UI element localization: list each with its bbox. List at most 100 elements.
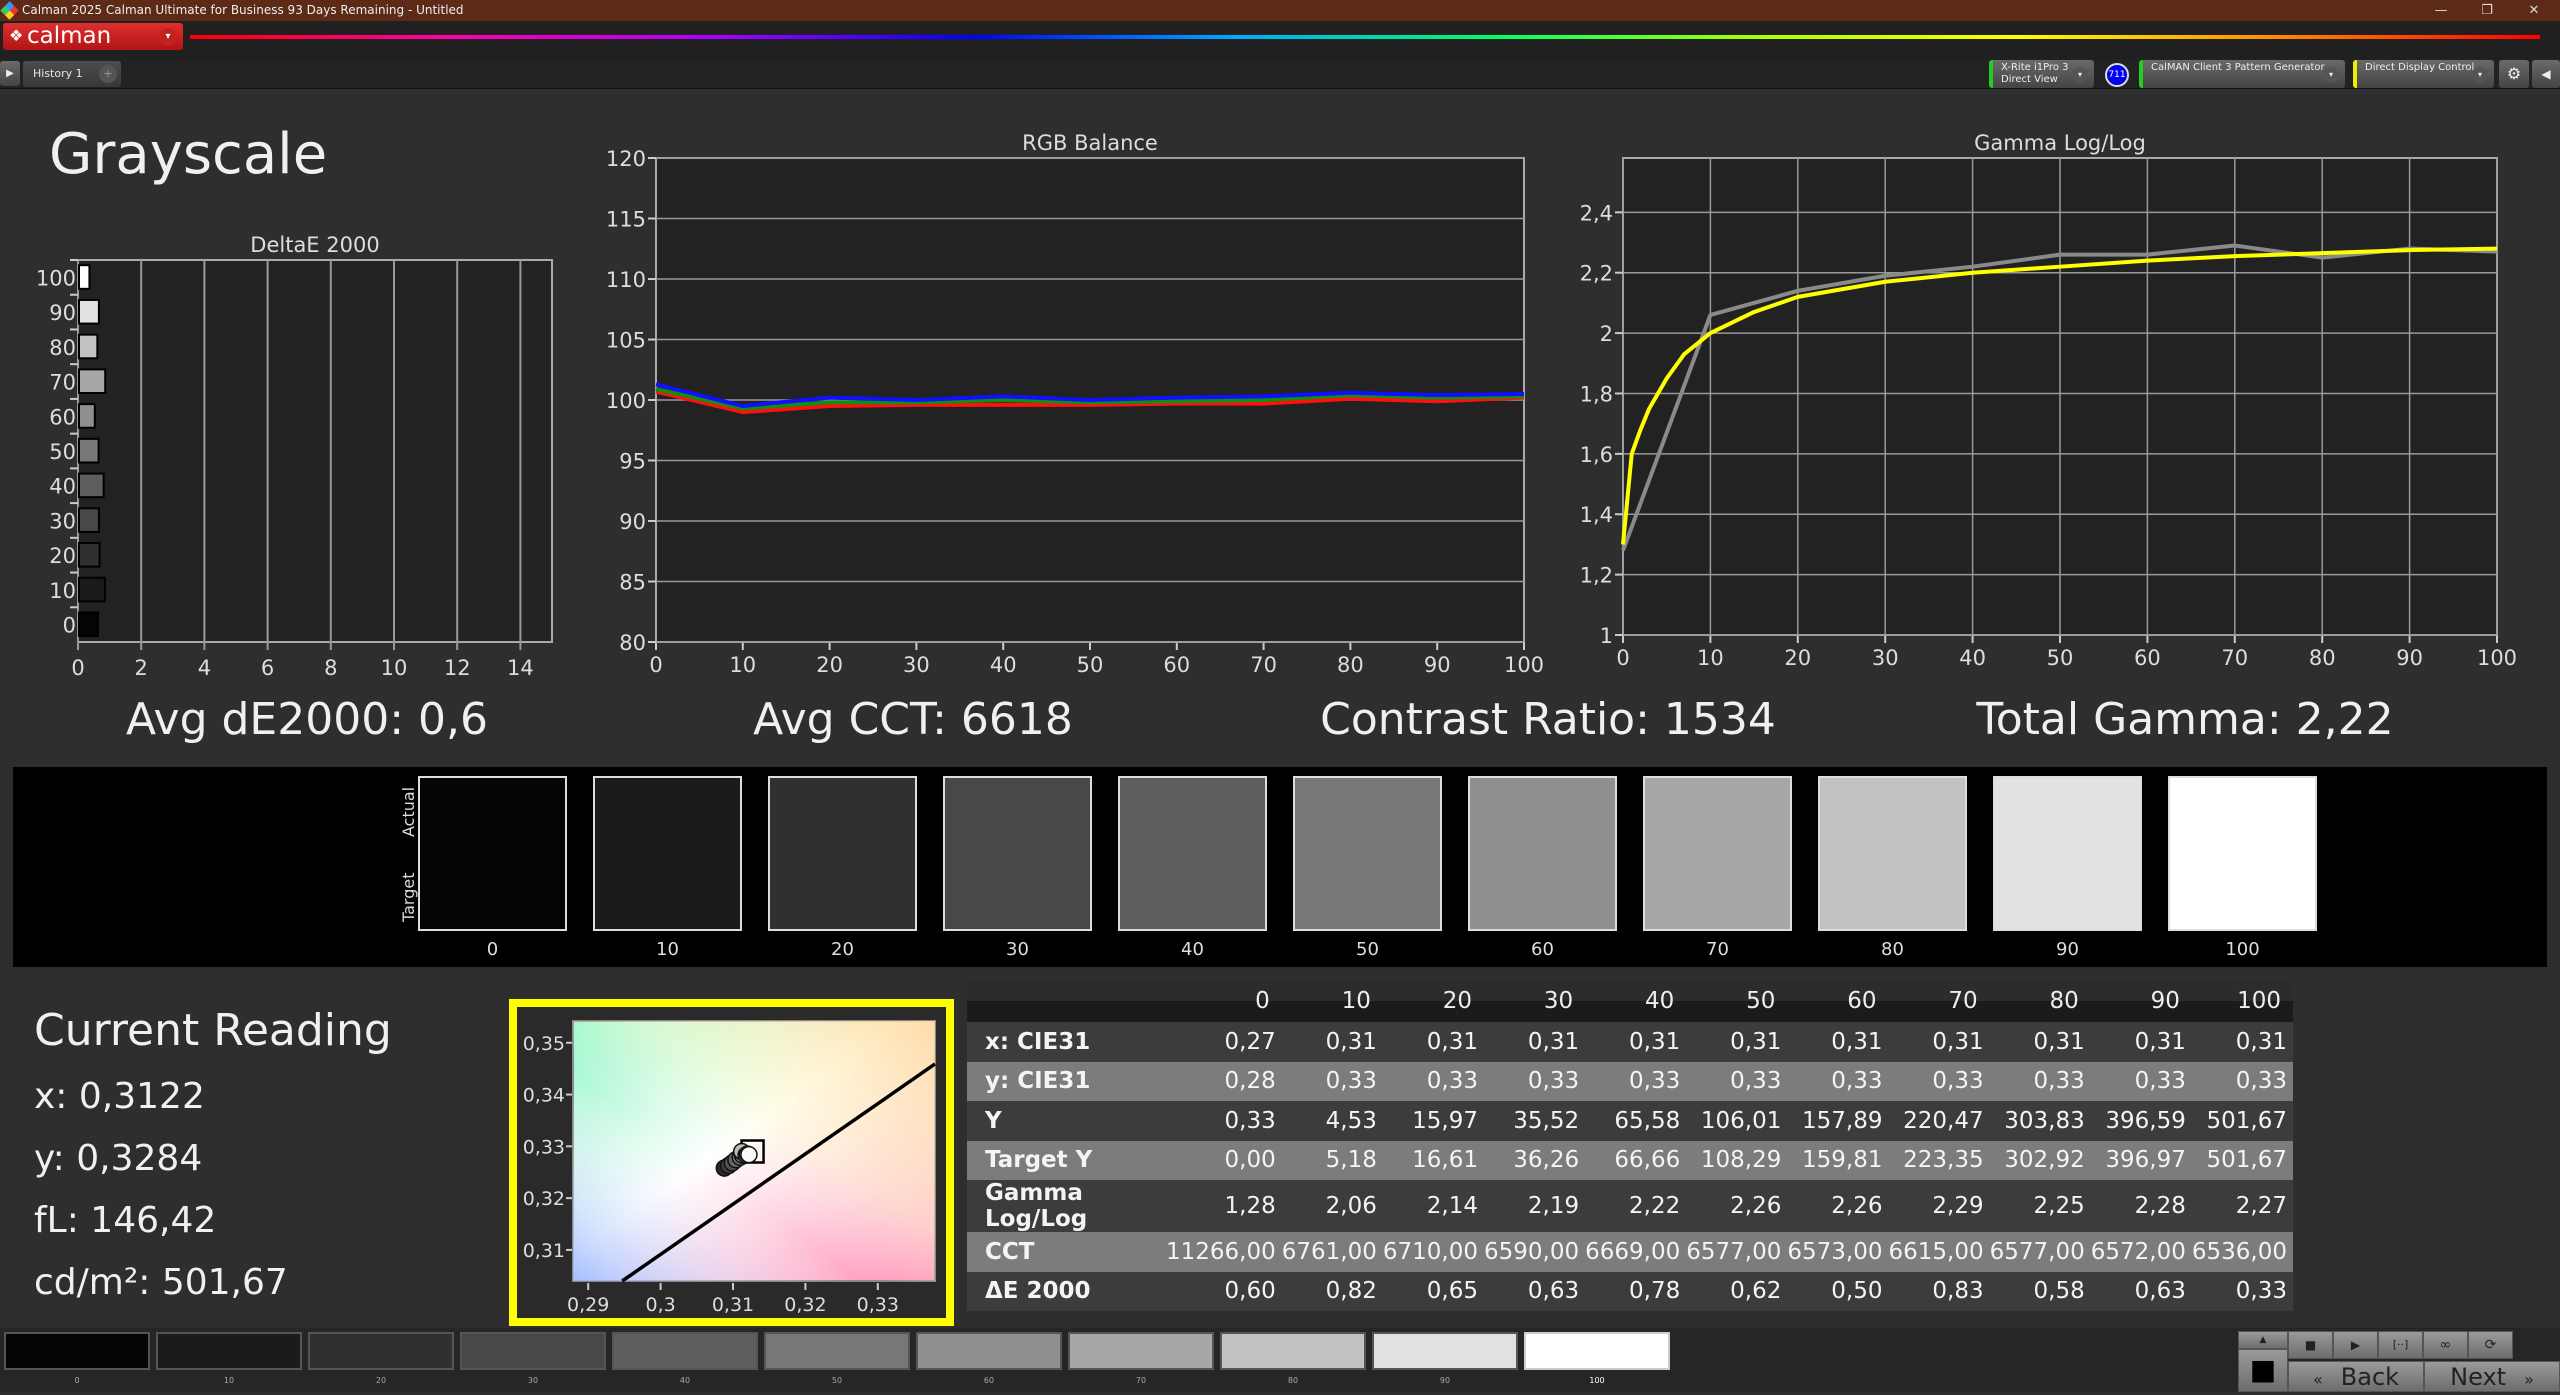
table-cell: 0,31 <box>2192 1022 2293 1062</box>
play-icon[interactable]: ▶ <box>2333 1331 2378 1359</box>
add-tab-button[interactable]: + <box>99 65 117 83</box>
x-tick-label: 0 <box>649 653 662 677</box>
restore-button[interactable]: ❐ <box>2467 0 2507 21</box>
bottom-swatch-60[interactable] <box>916 1332 1062 1370</box>
table-cell: 0,33 <box>2192 1272 2293 1312</box>
table-corner <box>967 980 1166 1022</box>
swatch-70[interactable] <box>1643 776 1792 931</box>
range-icon[interactable]: [··] <box>2378 1331 2423 1359</box>
stop-icon[interactable]: ■ <box>2288 1331 2333 1359</box>
x-tick-label: 20 <box>816 653 843 677</box>
y-tick-label: 2 <box>1600 322 1613 346</box>
swatch-20[interactable] <box>768 776 917 931</box>
swatch-50[interactable] <box>1293 776 1442 931</box>
loop-icon[interactable]: ∞ <box>2423 1331 2468 1359</box>
bar-60 <box>79 404 95 428</box>
table-cell: 2,26 <box>1686 1180 1787 1232</box>
table-cell: 65,58 <box>1585 1101 1686 1141</box>
bottom-swatch-30[interactable] <box>460 1332 606 1370</box>
refresh-icon[interactable]: ⟳ <box>2468 1331 2513 1359</box>
swatch-60[interactable] <box>1468 776 1617 931</box>
tab-label: History 1 <box>33 67 83 80</box>
y-tick-label: 2,2 <box>1580 262 1613 286</box>
tab-history-1[interactable]: History 1 + <box>23 61 121 87</box>
table-cell: 157,89 <box>1787 1101 1888 1141</box>
column-header: 10 <box>1282 980 1383 1022</box>
swatch-0[interactable] <box>418 776 567 931</box>
minimize-button[interactable]: — <box>2421 0 2461 21</box>
window-title: Calman 2025 Calman Ultimate for Business… <box>22 0 464 21</box>
y-tick-label: 80 <box>49 336 76 360</box>
expand-up-button[interactable]: ▲ <box>2238 1331 2288 1349</box>
swatch-90[interactable] <box>1993 776 2142 931</box>
bar-20 <box>79 543 100 567</box>
table-cell: 220,47 <box>1889 1101 1990 1141</box>
back-button[interactable]: «Back <box>2288 1361 2424 1392</box>
column-header: 50 <box>1686 980 1787 1022</box>
table-cell: 0,27 <box>1166 1022 1282 1062</box>
bottom-swatch-10[interactable] <box>156 1332 302 1370</box>
close-button[interactable]: ✕ <box>2514 0 2554 21</box>
x-tick-label: 30 <box>1872 646 1899 670</box>
stop-measurement-button[interactable]: ■ <box>2238 1349 2288 1392</box>
x-tick-label: 10 <box>729 653 756 677</box>
next-button[interactable]: Next» <box>2424 1361 2560 1392</box>
x-tick-label: 50 <box>2047 646 2074 670</box>
x-tick-label: 10 <box>1697 646 1724 670</box>
bottom-swatch-label: 90 <box>1372 1376 1518 1385</box>
bottom-swatch-20[interactable] <box>308 1332 454 1370</box>
swatch-30[interactable] <box>943 776 1092 931</box>
x-tick-label: 0,33 <box>857 1294 899 1316</box>
swatch-label: 10 <box>593 939 742 960</box>
bottom-swatch-50[interactable] <box>764 1332 910 1370</box>
display-control-selector[interactable]: Direct Display Control ▾ <box>2353 60 2494 88</box>
calman-menu-button[interactable]: ❖ calman ▾ <box>3 23 183 50</box>
table-cell: 0,82 <box>1282 1272 1383 1312</box>
app-bar: ❖ calman ▾ <box>0 21 2560 59</box>
bottom-swatch-80[interactable] <box>1220 1332 1366 1370</box>
collapse-panel-icon[interactable]: ◀ <box>2532 60 2560 88</box>
gear-icon[interactable]: ⚙ <box>2499 60 2529 88</box>
row-label: CCT <box>967 1232 1166 1272</box>
table-cell: 0,33 <box>1889 1062 1990 1102</box>
bottom-swatch-70[interactable] <box>1068 1332 1214 1370</box>
bottom-swatch-0[interactable] <box>4 1332 150 1370</box>
swatch-10[interactable] <box>593 776 742 931</box>
bottom-swatch-40[interactable] <box>612 1332 758 1370</box>
y-tick-label: 0,31 <box>523 1240 565 1262</box>
swatch-label: 90 <box>1993 939 2142 960</box>
table-cell: 1,28 <box>1166 1180 1282 1232</box>
progress-rainbow-bar <box>190 35 2540 39</box>
bottom-swatch-90[interactable] <box>1372 1332 1518 1370</box>
meter-selector[interactable]: X-Rite i1Pro 3 Direct View ▾ <box>1989 60 2094 88</box>
row-label: Gamma Log/Log <box>967 1180 1166 1232</box>
swatch-label: 70 <box>1643 939 1792 960</box>
swatch-80[interactable] <box>1818 776 1967 931</box>
x-tick-label: 100 <box>2477 646 2517 670</box>
swatch-40[interactable] <box>1118 776 1267 931</box>
bottom-swatch-label: 100 <box>1524 1376 1670 1385</box>
bar-10 <box>79 578 105 602</box>
swatch-label: 100 <box>2168 939 2317 960</box>
swatch-label: 0 <box>418 939 567 960</box>
contrast-ratio-stat: Contrast Ratio: 1534 <box>1228 694 1868 745</box>
meter-badge[interactable]: 711 <box>2105 63 2129 87</box>
x-tick-label: 60 <box>1163 653 1190 677</box>
swatch-100[interactable] <box>2168 776 2317 931</box>
swatch-label: 60 <box>1468 939 1617 960</box>
play-workflow-button[interactable]: ▶ <box>0 61 20 86</box>
swatch-label: 40 <box>1118 939 1267 960</box>
row-label: Y <box>967 1101 1166 1141</box>
x-tick-label: 90 <box>2396 646 2423 670</box>
column-header: 80 <box>1990 980 2091 1022</box>
bottom-swatch-100[interactable] <box>1524 1332 1670 1370</box>
x-tick-label: 0 <box>71 656 84 680</box>
table-cell: 0,83 <box>1889 1272 1990 1312</box>
pattern-generator-selector[interactable]: CalMAN Client 3 Pattern Generator ▾ <box>2139 60 2345 88</box>
target-label: Target <box>399 873 418 923</box>
y-tick-label: 50 <box>49 440 76 464</box>
y-tick-label: 110 <box>606 268 646 292</box>
x-tick-label: 0 <box>1616 646 1629 670</box>
